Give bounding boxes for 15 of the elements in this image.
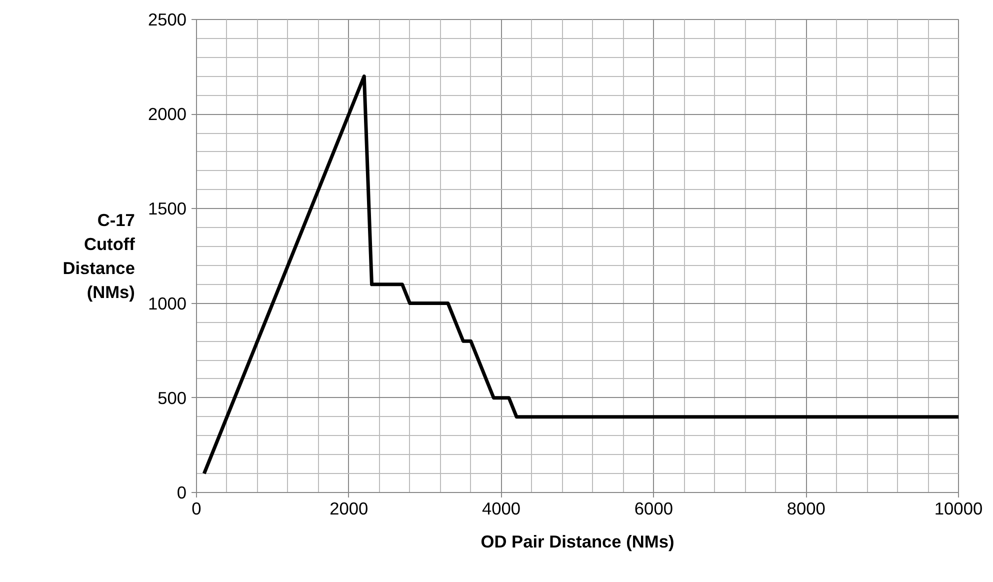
x-axis-title: OD Pair Distance (NMs) (480, 532, 674, 552)
y-tick-label: 2500 (148, 10, 187, 30)
x-tick-label: 8000 (786, 498, 826, 518)
x-tick-label: 6000 (634, 498, 673, 518)
y-tick-label: 1000 (148, 293, 187, 314)
x-tick-label: 10000 (934, 498, 983, 518)
y-tick-label: 0 (176, 482, 187, 502)
y-tick-label: 1500 (148, 198, 187, 219)
x-tick-label: 4000 (482, 498, 521, 518)
y-tick-label: 2000 (148, 104, 187, 124)
y-axis-title: C-17 Cutoff Distance (NMs) (62, 210, 136, 302)
x-tick-label: 0 (192, 498, 202, 518)
line-series (202, 74, 958, 476)
y-tick-label: 500 (158, 388, 187, 408)
x-tick-label: 2000 (330, 498, 368, 518)
